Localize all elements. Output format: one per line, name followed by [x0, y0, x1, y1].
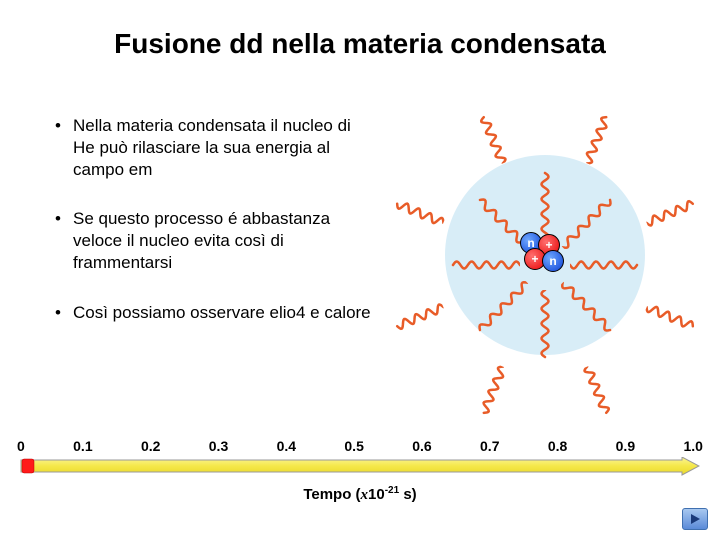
- axis-tick: 0.5: [344, 438, 363, 454]
- axis-tick-labels: 0 0.1 0.2 0.3 0.4 0.5 0.6 0.7 0.8 0.9 1.0: [15, 438, 705, 454]
- em-ray: [471, 363, 512, 426]
- neutron-nucleon: n: [542, 250, 564, 272]
- bullet-item: Se questo processo é abbastanza veloce i…: [55, 208, 375, 273]
- em-ray: [578, 104, 619, 167]
- nucleus-diagram: n++n: [395, 105, 695, 405]
- bullet-list: Nella materia condensata il nucleo di He…: [55, 115, 375, 351]
- play-button[interactable]: [682, 508, 708, 530]
- axis-tick: 0.9: [616, 438, 635, 454]
- axis-tick: 0.1: [73, 438, 92, 454]
- bullet-item: Nella materia condensata il nucleo di He…: [55, 115, 375, 180]
- axis-tick: 0.8: [548, 438, 567, 454]
- em-ray: [643, 298, 706, 339]
- axis-tick: 0.3: [209, 438, 228, 454]
- page-title: Fusione dd nella materia condensata: [0, 0, 720, 60]
- axis-tick: 0.4: [277, 438, 296, 454]
- em-ray: [384, 191, 447, 232]
- em-ray: [384, 298, 447, 339]
- axis-tick: 0: [17, 438, 25, 454]
- axis-caption: Tempo (x10-21 s): [15, 485, 705, 504]
- axis-tick: 1.0: [683, 438, 702, 454]
- bullet-item: Così possiamo osservare elio4 e calore: [55, 302, 375, 324]
- em-ray: [535, 163, 555, 240]
- axis-bar: [20, 457, 700, 475]
- time-axis: 0 0.1 0.2 0.3 0.4 0.5 0.6 0.7 0.8 0.9 1.0 Tempo (x…: [15, 438, 705, 504]
- play-icon: [689, 513, 701, 525]
- em-ray: [535, 290, 555, 367]
- axis-tick: 0.7: [480, 438, 499, 454]
- em-ray: [471, 104, 512, 167]
- em-ray: [578, 363, 619, 426]
- em-ray: [443, 255, 520, 275]
- em-ray: [570, 255, 647, 275]
- axis-tick: 0.2: [141, 438, 160, 454]
- em-ray: [643, 191, 706, 232]
- axis-tick: 0.6: [412, 438, 431, 454]
